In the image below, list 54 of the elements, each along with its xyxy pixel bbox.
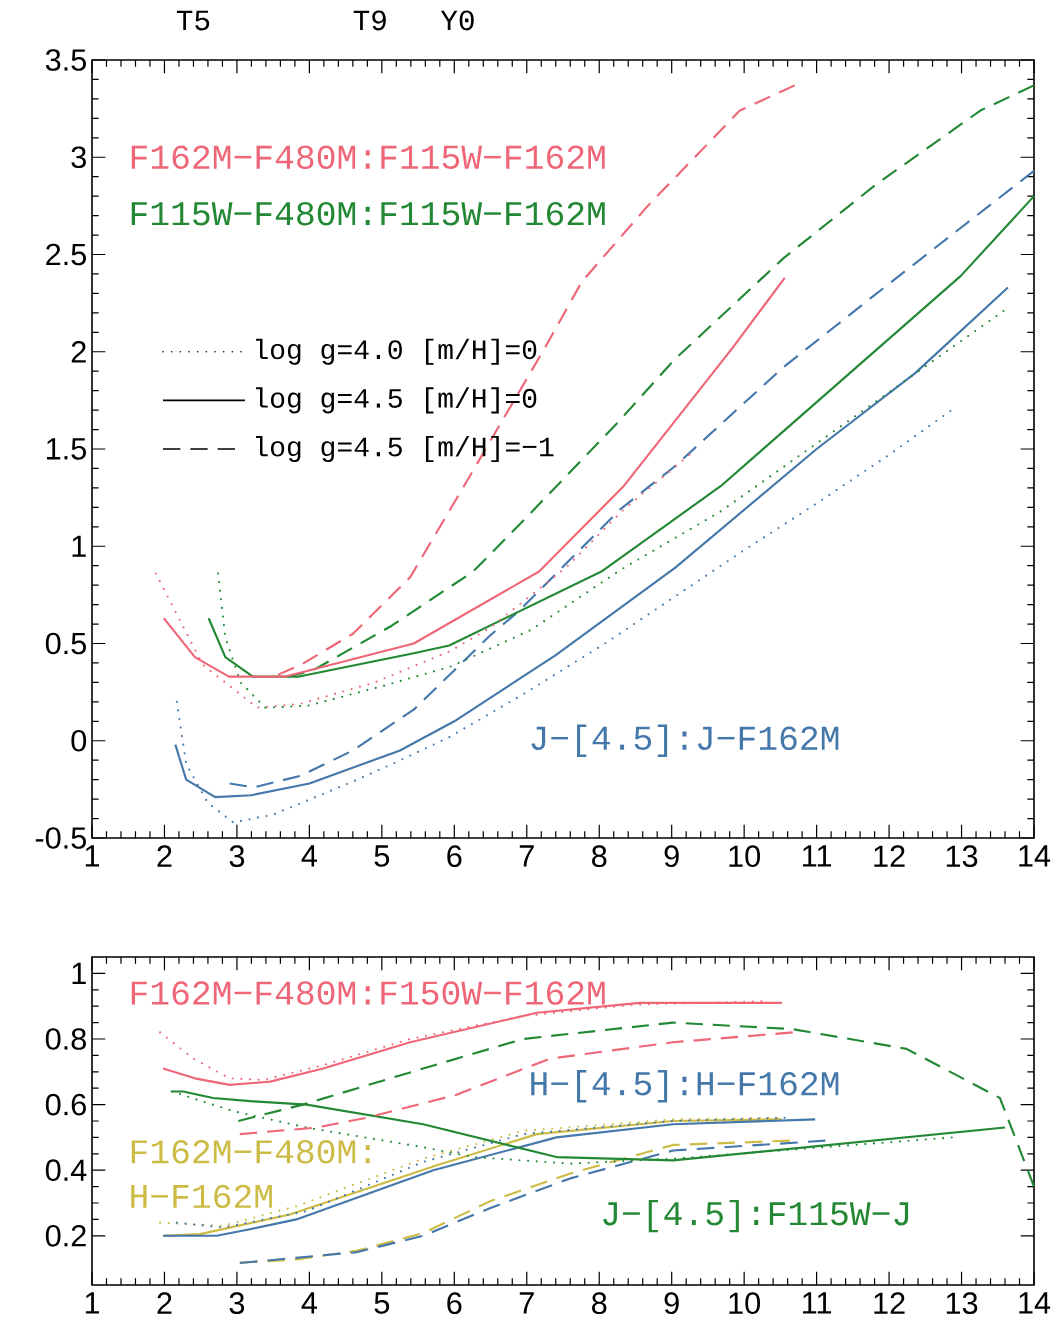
text: T5 [176, 10, 210, 31]
annotation: log g=4.5 [m/H]=0 [256, 387, 537, 414]
annotation: F162M−F480M:F115W−F162M [131, 145, 605, 169]
x-tick-label: 12 [874, 845, 905, 867]
x-tick-label: 3 [229, 1292, 245, 1315]
annotation: log g=4.0 [m/H]=0 [256, 338, 537, 365]
x-tick-label: 13 [946, 1292, 978, 1315]
x-tick-label: 10 [729, 1292, 761, 1315]
y-tick-label: 1 [72, 535, 86, 557]
y-tick-label: 0.6 [45, 1093, 86, 1116]
annotation: F115W−F480M:F115W−F162M [131, 201, 605, 226]
y-tick-label: 3 [71, 146, 86, 169]
text: T9 [353, 10, 386, 31]
x-tick-label: 2 [157, 1292, 172, 1314]
y-tick-label: 0.2 [45, 1224, 86, 1247]
annotation: F162M−F480M: [131, 1140, 370, 1164]
y-tick-label: 2.5 [46, 243, 86, 266]
x-tick-label: 11 [803, 845, 832, 867]
x-tick-label: 8 [592, 845, 607, 868]
x-tick-label: 6 [447, 845, 462, 868]
x-tick-label: 11 [803, 1292, 832, 1314]
y-tick-label: 0 [71, 729, 87, 752]
x-tick-label: 4 [301, 845, 318, 867]
x-tick-label: 6 [447, 1292, 462, 1315]
x-tick-label: 5 [374, 1292, 390, 1314]
x-tick-label: 7 [519, 1292, 534, 1314]
text: Y0 [440, 10, 474, 31]
y-tick-label: 0.8 [45, 1028, 86, 1050]
x-tick-label: 14 [1019, 845, 1051, 867]
x-tick-label: 12 [874, 1292, 905, 1314]
y-tick-label: 0.4 [45, 1159, 87, 1182]
x-tick-label: 13 [946, 845, 978, 868]
annotation: log g=4.5 [m/H]=−1 [256, 435, 554, 463]
y-tick-label: 1 [72, 962, 86, 984]
x-tick-label: 14 [1019, 1292, 1051, 1314]
x-tick-label: 4 [301, 1292, 318, 1314]
x-tick-label: 10 [729, 845, 761, 868]
annotation: H−[4.5]:H−F162M [531, 1070, 839, 1103]
annotation: J−[4.5]:J−F162M [531, 724, 839, 757]
annotation: F162M−F480M:F150W−F162M [131, 981, 605, 1005]
y-tick-label: -0.5 [35, 827, 86, 849]
y-tick-label: 2 [71, 341, 86, 363]
x-tick-label: 9 [664, 1292, 679, 1315]
x-tick-label: 7 [519, 845, 534, 867]
y-tick-label: 1.5 [47, 438, 86, 460]
x-tick-label: 3 [229, 845, 245, 868]
x-tick-label: 8 [592, 1292, 607, 1315]
x-tick-label: 9 [664, 845, 679, 868]
x-tick-label: 5 [374, 845, 390, 867]
y-tick-label: 3.5 [45, 49, 86, 71]
y-tick-label: 0.5 [45, 632, 86, 655]
annotation: H−F162M [131, 1184, 272, 1209]
x-tick-label: 2 [157, 845, 172, 867]
annotation: J−[4.5]:F115W−J [603, 1199, 909, 1233]
